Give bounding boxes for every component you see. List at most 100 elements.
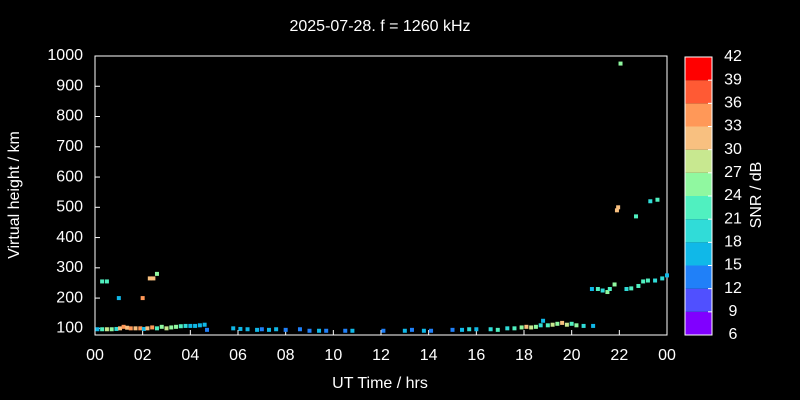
scatter-point [560,320,565,325]
x-tick-label: 20 [563,347,581,364]
scatter-point [529,325,534,330]
scatter-point [95,327,100,332]
scatter-point [297,327,302,332]
scatter-point [202,322,207,327]
colorbar-tick-label: 42 [724,48,742,65]
colorbar-tick-label: 33 [724,118,742,135]
scatter-point [145,326,150,331]
scatter-point [255,327,260,332]
scatter-point [133,326,138,331]
y-tick-label: 1000 [47,47,83,64]
scatter-point [618,61,623,66]
colorbar-band [685,103,712,127]
x-tick-label: 00 [658,347,676,364]
scatter-point [100,327,105,332]
scatter-point [545,323,550,328]
colorbar-tick-label: 9 [729,303,738,320]
scatter-point [550,322,555,327]
scatter-point [104,279,109,284]
colorbar-tick-label: 21 [724,210,742,227]
y-tick-label: 900 [56,77,83,94]
scatter-point [581,323,586,328]
scatter-point [524,324,529,329]
scatter-point [125,325,130,330]
scatter-point [614,208,619,213]
x-tick-label: 02 [134,347,152,364]
colorbar-tick-label: 27 [724,164,742,181]
scatter-point [591,323,596,328]
colorbar-tick-label: 15 [724,257,742,274]
scatter-point [474,327,479,332]
scatter-point [104,327,109,332]
scatter-point [283,327,288,332]
scatter-point [605,290,610,295]
scatter-point [595,287,600,292]
scatter-point [653,278,658,283]
scatter-point [307,328,312,333]
scatter-point [429,328,434,333]
y-tick-label: 800 [56,108,83,125]
chart-title: 2025-07-28. f = 1260 kHz [289,18,470,35]
colorbar-band [685,265,712,289]
colorbar-tick-label: 24 [724,187,742,204]
scatter-point [467,327,472,332]
scatter-point [624,287,629,292]
x-tick-label: 22 [610,347,628,364]
scatter-point [665,273,669,278]
scatter-point [100,279,105,284]
scatter-point [533,324,538,329]
y-tick-label: 400 [56,229,83,246]
scatter-point [118,326,123,331]
scatter-point [154,326,159,331]
scatter-point [121,324,126,329]
scatter-point [600,288,605,293]
y-tick-label: 300 [56,259,83,276]
colorbar-band [685,311,712,335]
y-tick-label: 700 [56,138,83,155]
scatter-point [140,296,145,301]
scatter-point [421,328,426,333]
scatter-point [541,318,546,323]
scatter-point [205,327,210,332]
colorbar-label: SNR / dB [748,162,765,229]
scatter-point [350,328,355,333]
scatter-point [648,199,653,204]
scatter-point [607,287,612,292]
scatter-point [564,322,569,327]
scatter-point [645,278,650,283]
colorbar-band [685,126,712,150]
scatter-point [460,327,465,332]
y-tick-label: 600 [56,168,83,185]
x-tick-label: 00 [86,347,104,364]
colorbar-band [685,149,712,173]
scatter-point [245,327,250,332]
x-tick-label: 16 [467,347,485,364]
scatter-point [151,276,156,281]
scatter-point [505,326,510,331]
scatter-point [266,327,271,332]
y-tick-label: 100 [56,320,83,337]
colorbar-tick-label: 18 [724,234,742,251]
y-axis-label: Virtual height / km [6,131,23,259]
scatter-point [324,328,329,333]
colorbar-band [685,288,712,312]
x-tick-label: 10 [324,347,342,364]
scatter-point [109,327,114,332]
plot-frame [94,55,668,336]
scatter-point [655,197,660,202]
scatter-point [538,323,543,328]
colorbar-band [685,219,712,243]
scatter-point [616,205,621,210]
colorbar-band [685,57,712,81]
scatter-point [574,323,579,328]
scatter-point [238,326,243,331]
scatter-point [636,283,641,288]
scatter-point [128,326,133,331]
scatter-point [188,323,193,328]
scatter-point [154,271,159,276]
scatter-point [629,286,634,291]
scatter-point [495,327,500,332]
scatter-point [114,326,119,331]
